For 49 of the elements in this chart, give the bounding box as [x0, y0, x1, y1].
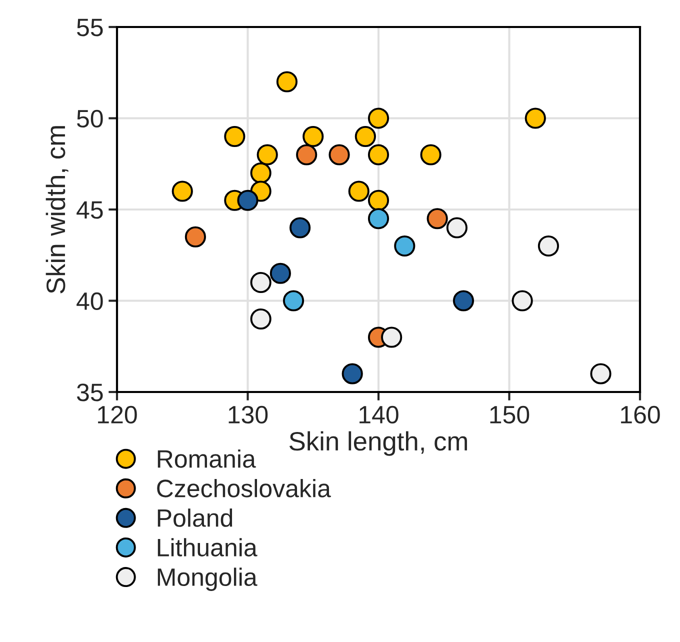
legend-label: Poland: [158, 508, 232, 527]
point: [512, 290, 533, 312]
x-tick-label: 140: [360, 406, 398, 424]
x-tick-label: 130: [228, 406, 268, 424]
x-tick-label: 120: [98, 406, 137, 424]
point: [276, 71, 298, 92]
legend-label: Lithuania: [158, 538, 258, 556]
point: [296, 144, 318, 166]
point: [184, 226, 206, 248]
x-tick-label: 150: [490, 406, 530, 424]
point: [538, 235, 560, 257]
point: [250, 308, 272, 330]
y-tick-label: 55: [77, 18, 103, 36]
point: [368, 108, 390, 129]
point: [328, 144, 350, 166]
point: [354, 126, 376, 148]
point: [524, 108, 546, 129]
point: [590, 363, 612, 384]
point: [381, 326, 402, 348]
y-tick-label: 45: [76, 201, 103, 219]
point: [172, 180, 193, 202]
x-axis-title: Skin length, cm: [290, 431, 467, 456]
point: [348, 180, 370, 202]
point: [237, 190, 258, 211]
point: [256, 144, 278, 166]
legend-label: Mongolia: [158, 568, 258, 591]
point: [290, 217, 311, 238]
y-tick-label: 50: [77, 110, 103, 128]
point: [224, 126, 246, 148]
point: [446, 217, 468, 238]
point: [368, 144, 390, 166]
point: [420, 144, 442, 166]
legend-label: Romania: [158, 449, 256, 468]
point: [302, 126, 324, 148]
y-tick-label: 35: [76, 384, 103, 402]
x-tick-label: 160: [621, 406, 660, 424]
legend-label: Czechoslovakia: [157, 479, 331, 498]
y-tick-label: 40: [76, 292, 103, 310]
point: [250, 272, 272, 294]
y-axis-title: Skin width, cm: [46, 126, 68, 294]
point: [270, 262, 291, 284]
point: [282, 290, 304, 312]
point: [368, 190, 390, 211]
point: [452, 290, 474, 312]
point: [368, 208, 390, 230]
point: [426, 208, 448, 230]
point: [342, 363, 363, 384]
point: [250, 162, 272, 184]
point: [394, 235, 416, 257]
